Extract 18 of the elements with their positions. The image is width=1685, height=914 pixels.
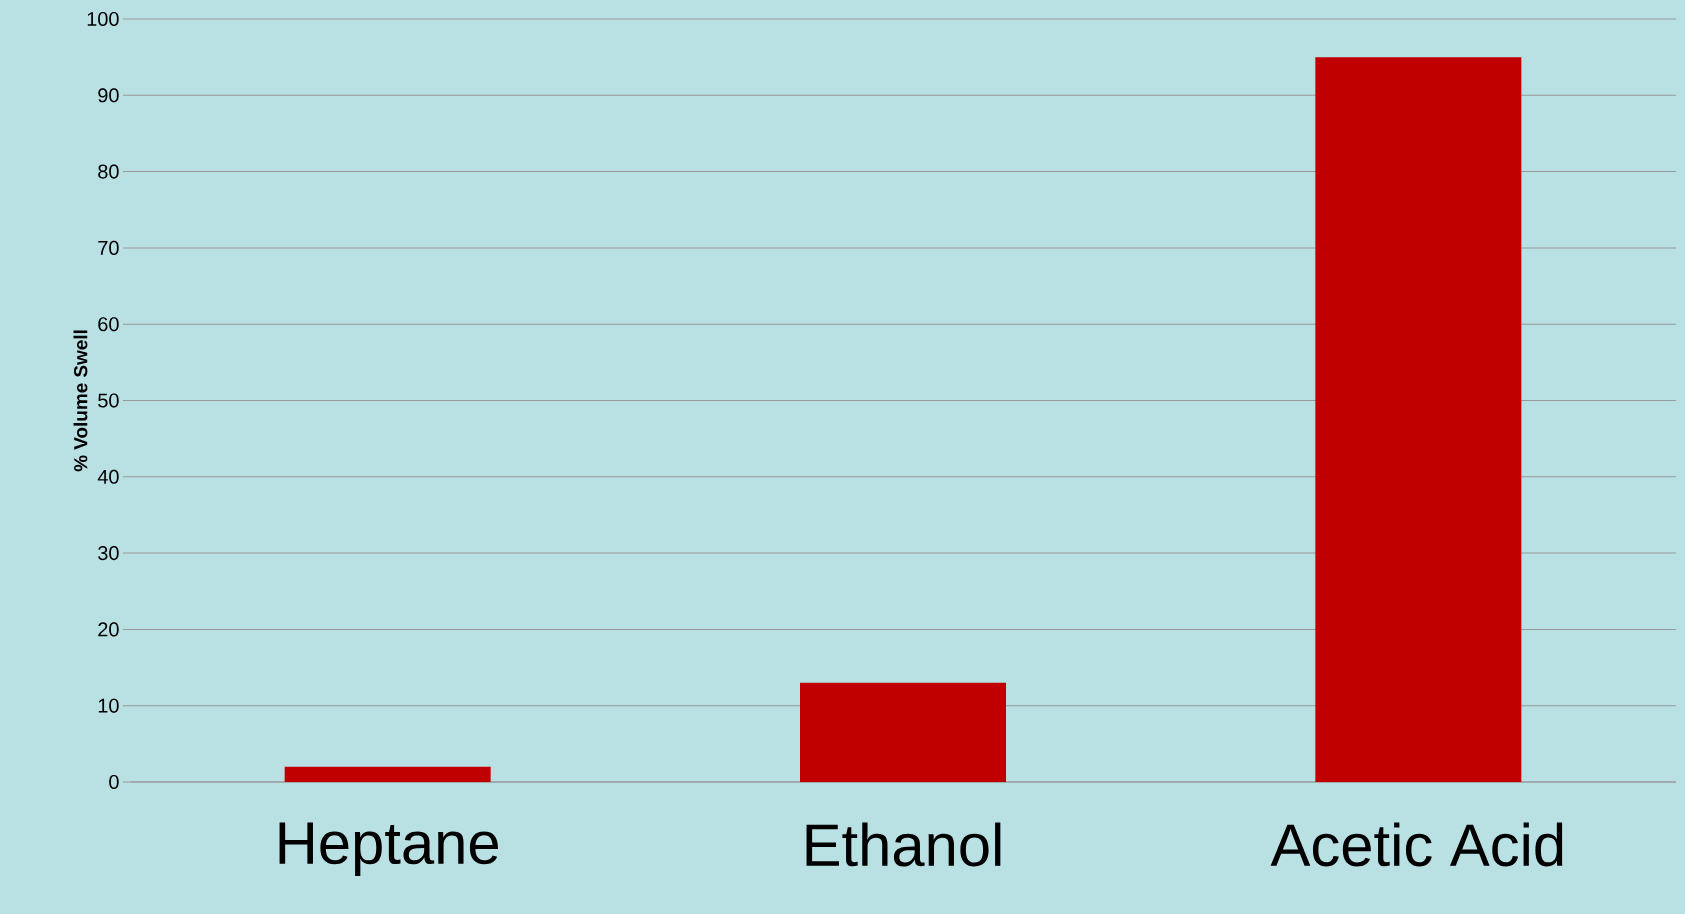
- y-tick-label: 60: [98, 317, 119, 332]
- y-tick-label: 70: [98, 240, 119, 255]
- x-tick-label: Acetic Acid: [1270, 822, 1563, 867]
- x-tick-label: Heptane: [279, 822, 498, 877]
- y-tick-label: 50: [98, 393, 119, 408]
- y-tick-label: 80: [98, 164, 119, 179]
- y-tick-label: 90: [98, 88, 119, 103]
- x-tick-label: Ethanol: [806, 822, 1001, 867]
- y-tick-label: 40: [97, 469, 119, 484]
- y-tick-label: 20: [98, 622, 119, 637]
- y-tick-label: 0: [109, 774, 119, 790]
- bar: [800, 682, 1007, 782]
- y-tick-label: 30: [98, 546, 119, 561]
- bar: [1315, 57, 1522, 782]
- bar: [284, 766, 491, 782]
- y-axis-title: % Volume Swell: [73, 330, 88, 472]
- y-tick-label: 10: [98, 698, 119, 713]
- y-tick-label: 100: [87, 11, 119, 27]
